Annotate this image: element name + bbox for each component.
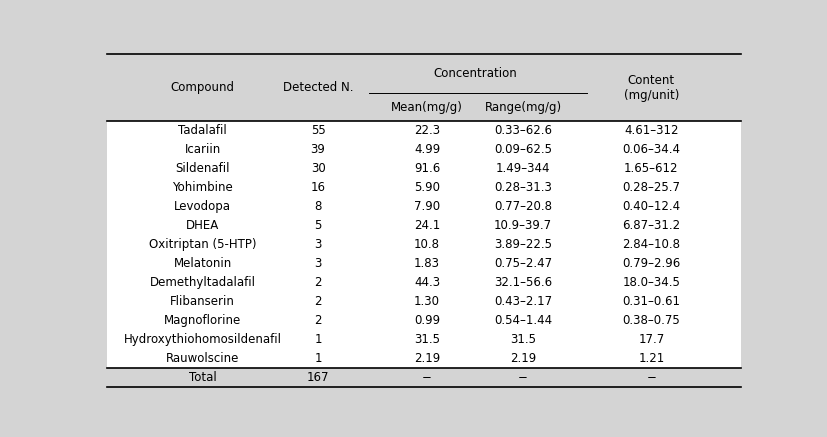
Text: 0.43–2.17: 0.43–2.17: [494, 295, 552, 308]
Text: 1: 1: [314, 352, 322, 365]
Text: 31.5: 31.5: [414, 333, 440, 346]
Text: 24.1: 24.1: [414, 219, 440, 232]
Text: 0.77–20.8: 0.77–20.8: [495, 201, 552, 213]
Text: 0.54–1.44: 0.54–1.44: [494, 314, 552, 327]
Text: 0.33–62.6: 0.33–62.6: [495, 125, 552, 137]
Text: Mean(mg/g): Mean(mg/g): [391, 101, 463, 114]
Text: 44.3: 44.3: [414, 276, 440, 289]
Text: 2.19: 2.19: [510, 352, 536, 365]
Text: −: −: [519, 371, 528, 384]
Text: 39: 39: [311, 143, 326, 156]
Text: Yohimbine: Yohimbine: [172, 181, 233, 194]
Text: Compound: Compound: [170, 81, 235, 94]
Text: 1.21: 1.21: [638, 352, 664, 365]
Text: 0.09–62.5: 0.09–62.5: [495, 143, 552, 156]
Text: 32.1–56.6: 32.1–56.6: [494, 276, 552, 289]
Text: 2: 2: [314, 314, 322, 327]
Text: 16: 16: [311, 181, 326, 194]
Text: 31.5: 31.5: [510, 333, 536, 346]
Text: 5.90: 5.90: [414, 181, 440, 194]
Bar: [107, 121, 741, 368]
Text: 22.3: 22.3: [414, 125, 440, 137]
Text: Tadalafil: Tadalafil: [179, 125, 227, 137]
Text: 3.89–22.5: 3.89–22.5: [495, 238, 552, 251]
Text: Flibanserin: Flibanserin: [170, 295, 235, 308]
Text: 0.38–0.75: 0.38–0.75: [623, 314, 681, 327]
Text: 10.8: 10.8: [414, 238, 440, 251]
Text: Hydroxythiohomosildenafil: Hydroxythiohomosildenafil: [124, 333, 282, 346]
Text: 0.79–2.96: 0.79–2.96: [622, 257, 681, 271]
Text: Sildenafil: Sildenafil: [175, 163, 230, 175]
Text: Demethyltadalafil: Demethyltadalafil: [150, 276, 256, 289]
Text: 91.6: 91.6: [414, 163, 440, 175]
Text: Melatonin: Melatonin: [174, 257, 232, 271]
Text: 4.99: 4.99: [414, 143, 440, 156]
Text: Concentration: Concentration: [433, 67, 517, 80]
Text: 0.28–25.7: 0.28–25.7: [623, 181, 681, 194]
Text: Content
(mg/unit): Content (mg/unit): [624, 74, 679, 102]
Text: Magnoflorine: Magnoflorine: [164, 314, 241, 327]
Text: 1.30: 1.30: [414, 295, 440, 308]
Text: Oxitriptan (5-HTP): Oxitriptan (5-HTP): [149, 238, 256, 251]
Text: 1.83: 1.83: [414, 257, 440, 271]
Text: 1.49–344: 1.49–344: [496, 163, 551, 175]
Text: Icariin: Icariin: [184, 143, 221, 156]
Text: 2.84–10.8: 2.84–10.8: [623, 238, 681, 251]
Text: 2: 2: [314, 295, 322, 308]
Text: 18.0–34.5: 18.0–34.5: [623, 276, 681, 289]
Text: 17.7: 17.7: [638, 333, 664, 346]
Text: 6.87–31.2: 6.87–31.2: [622, 219, 681, 232]
Text: 2.19: 2.19: [414, 352, 440, 365]
Text: Total: Total: [189, 371, 217, 384]
Text: 1: 1: [314, 333, 322, 346]
Text: 7.90: 7.90: [414, 201, 440, 213]
Text: −: −: [647, 371, 657, 384]
Text: 0.06–34.4: 0.06–34.4: [623, 143, 681, 156]
Text: 3: 3: [314, 238, 322, 251]
Text: Levodopa: Levodopa: [174, 201, 232, 213]
Text: Detected N.: Detected N.: [283, 81, 353, 94]
Text: 0.31–0.61: 0.31–0.61: [623, 295, 681, 308]
Text: 55: 55: [311, 125, 326, 137]
Text: 0.40–12.4: 0.40–12.4: [622, 201, 681, 213]
Text: 0.75–2.47: 0.75–2.47: [494, 257, 552, 271]
Text: 0.99: 0.99: [414, 314, 440, 327]
Text: 4.61–312: 4.61–312: [624, 125, 679, 137]
Text: DHEA: DHEA: [186, 219, 219, 232]
Text: 1.65–612: 1.65–612: [624, 163, 679, 175]
Text: 3: 3: [314, 257, 322, 271]
Text: 10.9–39.7: 10.9–39.7: [494, 219, 552, 232]
Text: Range(mg/g): Range(mg/g): [485, 101, 562, 114]
Text: 30: 30: [311, 163, 326, 175]
Text: Rauwolscine: Rauwolscine: [166, 352, 239, 365]
Text: −: −: [422, 371, 432, 384]
Text: 0.28–31.3: 0.28–31.3: [495, 181, 552, 194]
Text: 5: 5: [314, 219, 322, 232]
Text: 2: 2: [314, 276, 322, 289]
Text: 8: 8: [314, 201, 322, 213]
Text: 167: 167: [307, 371, 329, 384]
